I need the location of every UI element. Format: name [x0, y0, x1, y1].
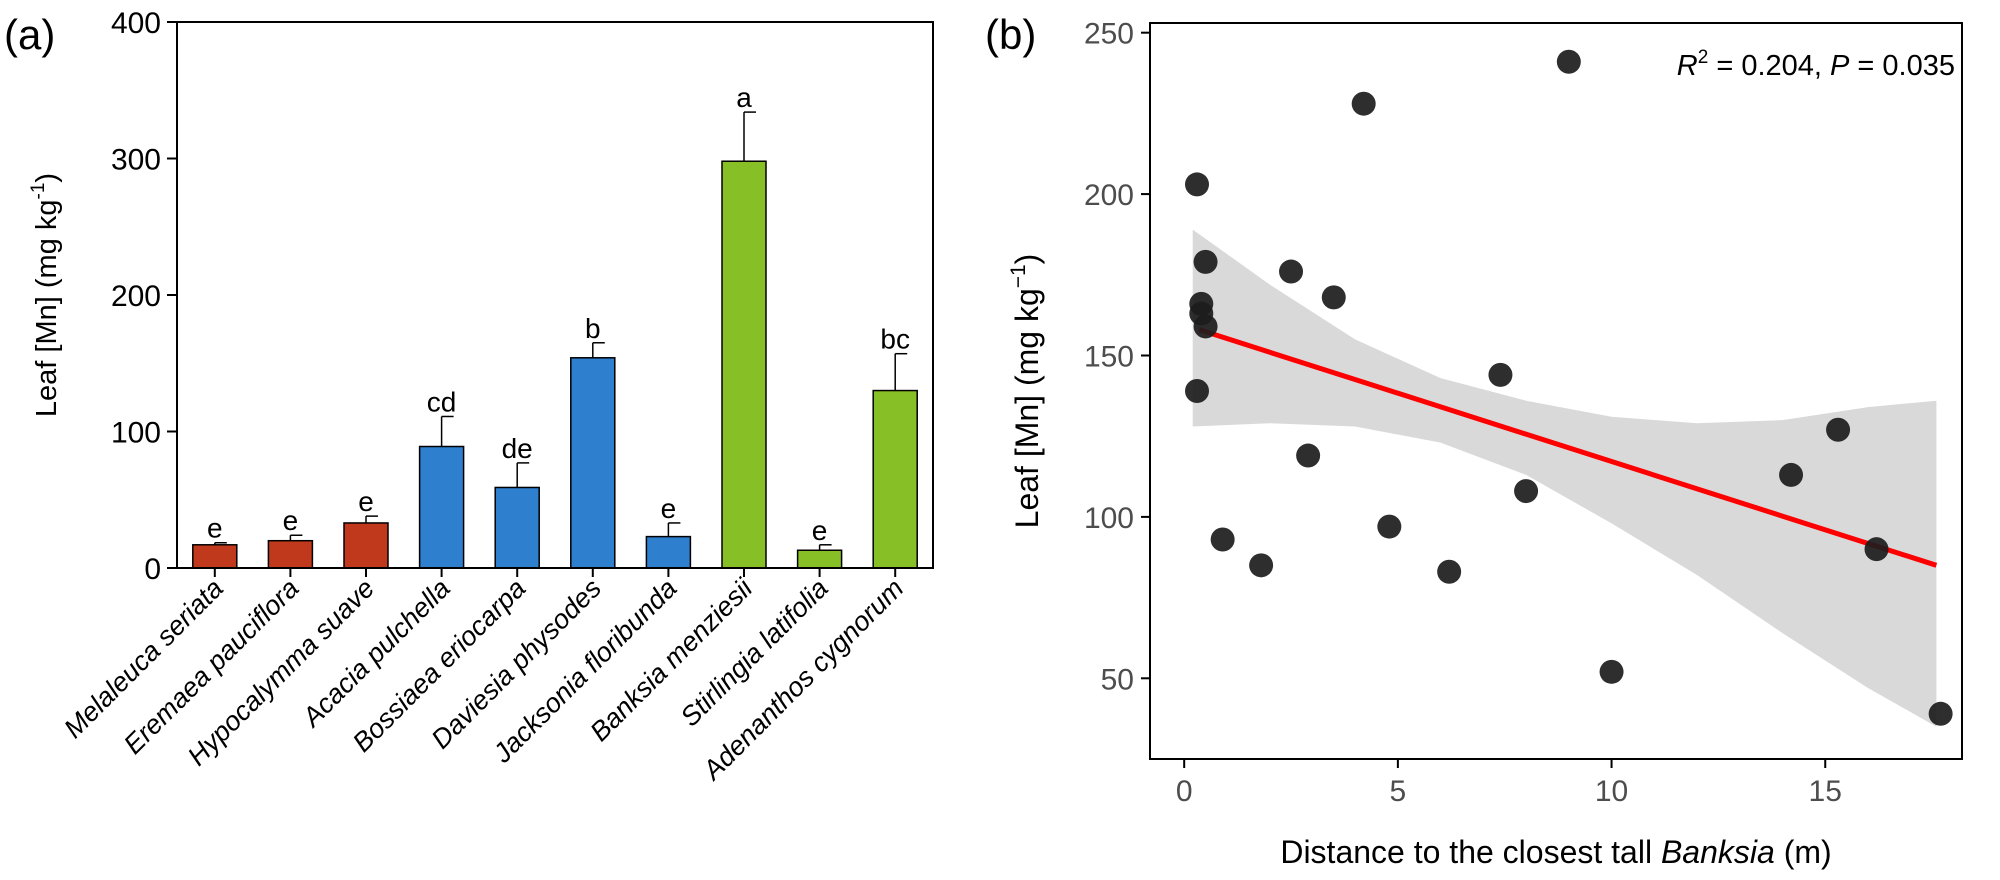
data-point [1185, 379, 1210, 403]
data-point [1437, 559, 1462, 584]
data-point [1826, 417, 1851, 442]
data-point [1864, 537, 1889, 562]
bar [343, 522, 389, 569]
y-axis-label: Leaf [Mn] (mg kg-1) [28, 173, 63, 417]
bar-chart: e e e cd de b e a e bc 0 100 200 300 400 Melaleuca se… [28, 7, 934, 787]
data-point [1556, 49, 1581, 74]
panel-b-label: (b) [985, 11, 1036, 58]
data-points [1185, 49, 1953, 726]
confidence-band [1192, 229, 1937, 727]
bar [796, 549, 843, 569]
bar [721, 160, 767, 569]
x-tick-label: 10 [1595, 775, 1628, 808]
y-tick-label: 300 [111, 144, 161, 177]
y-tick-label: 150 [1084, 340, 1134, 373]
significance-letter: b [585, 313, 601, 344]
significance-letters: e e e cd de b e a e bc [207, 82, 910, 546]
data-point [1928, 701, 1953, 726]
data-point [1193, 314, 1218, 339]
significance-letter: de [502, 433, 533, 464]
x-tick-label: 0 [1176, 775, 1193, 808]
data-point [1296, 443, 1321, 468]
y-axis-label: Leaf [Mn] (mg kg−1) [1007, 254, 1045, 529]
bar [267, 539, 314, 569]
bar [192, 544, 238, 569]
y-tick-label: 0 [144, 553, 161, 586]
y-axis-ticks: 50 100 150 200 250 [1084, 18, 1150, 696]
y-axis-ticks: 0 100 200 300 400 [111, 7, 177, 586]
data-point [1351, 91, 1376, 116]
bar [645, 535, 692, 569]
y-tick-label: 250 [1084, 18, 1134, 51]
significance-letter: e [207, 513, 223, 544]
y-tick-label: 200 [1084, 179, 1134, 212]
regression-line [1198, 327, 1938, 568]
data-point [1377, 514, 1402, 539]
significance-letter: e [661, 493, 677, 524]
bar-series [192, 160, 918, 569]
x-tick-label: 15 [1809, 775, 1842, 808]
significance-letter: bc [880, 324, 910, 355]
plot-frame [176, 21, 934, 569]
significance-letter: e [812, 515, 828, 546]
data-point [1185, 172, 1210, 197]
data-point [1779, 462, 1804, 487]
y-tick-label: 200 [111, 280, 161, 313]
y-tick-label: 100 [111, 417, 161, 450]
bar [418, 445, 465, 569]
y-tick-label: 100 [1084, 502, 1134, 535]
data-point [1514, 479, 1539, 504]
x-tick-label: 5 [1390, 775, 1407, 808]
data-point [1599, 659, 1624, 684]
panel-a-label: (a) [4, 11, 55, 58]
regression-annotation: R2 = 0.204, P = 0.035 [1677, 47, 1955, 82]
error-bars [214, 111, 908, 551]
significance-letter: e [358, 486, 374, 517]
bar [570, 357, 616, 569]
data-point [1488, 362, 1513, 387]
data-point [1193, 249, 1218, 274]
significance-letter: cd [427, 386, 457, 417]
data-point [1321, 285, 1346, 310]
x-axis-label: Distance to the closest tall Banksia (m) [1280, 834, 1831, 870]
x-axis-ticks: 0 5 10 15 [1176, 759, 1842, 808]
data-point [1210, 527, 1235, 552]
bar [872, 389, 918, 569]
y-tick-label: 50 [1101, 663, 1134, 696]
significance-letter: e [283, 505, 299, 536]
scatter-chart: 50 100 150 200 250 0 5 10 15 R2 = 0.204, P = 0.… [1007, 18, 1963, 870]
data-point [1249, 553, 1274, 578]
bar [494, 486, 540, 569]
plot-frame [1149, 22, 1963, 760]
data-point [1279, 259, 1304, 284]
y-tick-label: 400 [111, 7, 161, 40]
significance-letter: a [736, 82, 752, 113]
